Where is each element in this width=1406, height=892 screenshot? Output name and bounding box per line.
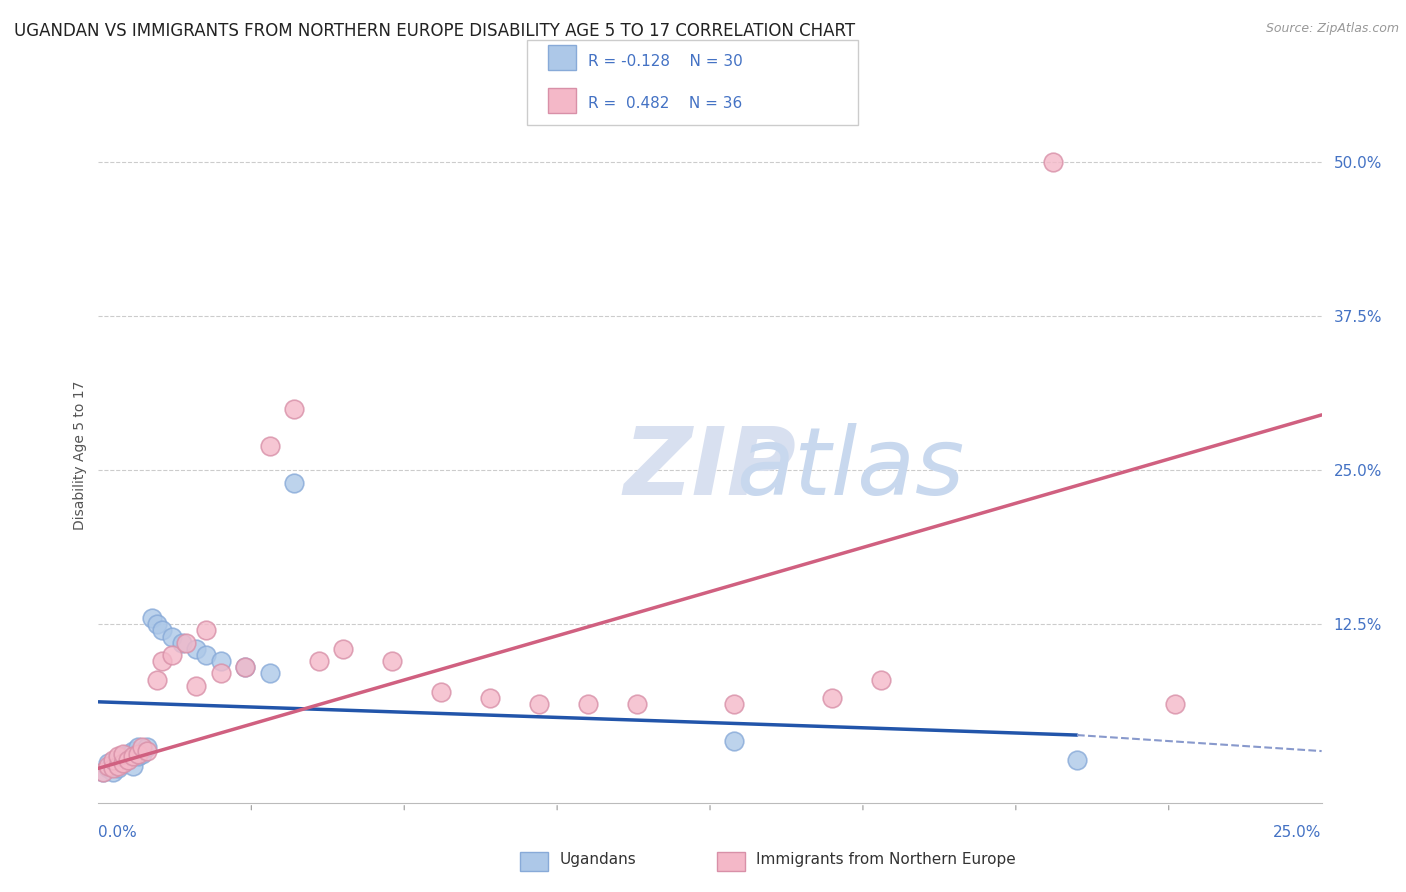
Point [150, 654, 173, 668]
Point [209, 666, 232, 681]
Point [136, 744, 159, 758]
Point [283, 475, 305, 490]
Point [111, 747, 134, 761]
Point [430, 685, 453, 699]
Point [233, 660, 256, 674]
Point [121, 749, 143, 764]
Point [91, 764, 114, 779]
Point [176, 636, 198, 650]
Text: ZIP: ZIP [624, 423, 796, 515]
Point [195, 624, 218, 638]
Point [478, 691, 501, 706]
Point [381, 654, 404, 668]
Y-axis label: Disability Age 5 to 17: Disability Age 5 to 17 [73, 380, 87, 530]
Point [1066, 753, 1088, 767]
Text: 25.0%: 25.0% [1274, 825, 1322, 840]
Point [127, 749, 149, 764]
Text: R =  0.482    N = 36: R = 0.482 N = 36 [588, 96, 742, 112]
Text: atlas: atlas [737, 424, 965, 515]
Point [111, 749, 134, 764]
Point [117, 753, 139, 767]
Point [107, 749, 129, 764]
Point [117, 753, 139, 767]
Point [186, 641, 208, 656]
Point [107, 759, 129, 773]
Point [332, 641, 354, 656]
Point [111, 756, 134, 771]
Point [160, 648, 183, 662]
Point [576, 698, 599, 712]
Point [121, 744, 143, 758]
Point [626, 698, 648, 712]
Text: Immigrants from Northern Europe: Immigrants from Northern Europe [756, 853, 1017, 867]
Text: UGANDAN VS IMMIGRANTS FROM NORTHERN EUROPE DISABILITY AGE 5 TO 17 CORRELATION CH: UGANDAN VS IMMIGRANTS FROM NORTHERN EURO… [14, 22, 855, 40]
Point [195, 648, 218, 662]
Point [723, 734, 745, 748]
Point [870, 673, 893, 687]
Point [723, 698, 745, 712]
Text: Source: ZipAtlas.com: Source: ZipAtlas.com [1265, 22, 1399, 36]
Point [186, 679, 208, 693]
Point [259, 666, 281, 681]
Text: Ugandans: Ugandans [560, 853, 637, 867]
Point [150, 624, 173, 638]
Point [283, 401, 305, 416]
Point [97, 756, 120, 771]
Point [117, 747, 139, 761]
Point [259, 439, 281, 453]
Point [121, 759, 143, 773]
Point [127, 747, 149, 761]
Point [101, 761, 124, 775]
Point [160, 630, 183, 644]
Point [821, 691, 844, 706]
Point [308, 654, 330, 668]
Point [146, 617, 169, 632]
Point [170, 636, 193, 650]
Point [97, 759, 120, 773]
Point [131, 740, 153, 755]
Point [1164, 698, 1187, 712]
Point [527, 698, 550, 712]
Text: R = -0.128    N = 30: R = -0.128 N = 30 [588, 54, 742, 69]
Point [97, 761, 120, 775]
Text: 0.0%: 0.0% [98, 825, 138, 840]
Point [209, 654, 232, 668]
Point [1042, 155, 1064, 169]
Point [101, 759, 124, 773]
Point [131, 747, 153, 761]
Point [107, 761, 129, 775]
Point [233, 660, 256, 674]
Point [101, 764, 124, 779]
Point [146, 673, 169, 687]
Point [141, 611, 163, 625]
Point [111, 756, 134, 771]
Point [127, 740, 149, 755]
Point [91, 764, 114, 779]
Point [136, 740, 159, 755]
Point [101, 753, 124, 767]
Point [107, 753, 129, 767]
